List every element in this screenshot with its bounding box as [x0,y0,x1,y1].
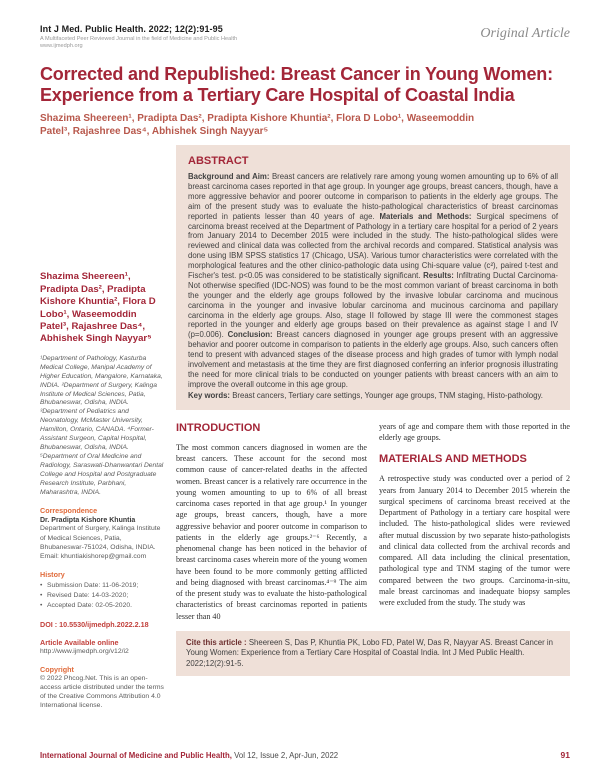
journal-reference: Int J Med. Public Health. 2022; 12(2):91… [40,24,223,34]
correspondence-email[interactable]: Email: khuntiakishorep@gmail.com [40,552,147,560]
correspondence-name: Dr. Pradipta Kishore Khuntia [40,517,136,525]
journal-website[interactable]: www.ijmedph.org [40,43,83,49]
history-item-accepted: Accepted Date: 02-05-2020. [40,601,164,611]
journal-tagline: A Multifaceted Peer Reviewed Journal in … [40,36,238,42]
abstract-conclusion-text: Breast cancers diagnosed in younger age … [188,330,559,389]
affiliation-3: ³Department of Pediatrics and Neonatolog… [40,408,143,434]
author-byline: Shazima Sheereen¹, Pradipta Das², Pradip… [40,113,475,138]
affiliation-2: ²Department of Surgery, Kalinga Institut… [40,381,157,407]
article-type-label: Original Article [480,26,570,41]
available-online-link[interactable]: http://www.ijmedph.org/v12/i2 [40,647,129,655]
abstract-label-background: Background and Aim: [188,172,272,182]
abstract-heading: ABSTRACT [188,155,249,168]
main-layout: Shazima Sheereen¹, Pradipta Das², Pradip… [40,145,570,710]
body-columns: INTRODUCTION The most common cancers dia… [176,421,570,622]
affiliation-4: ⁴Former-Assistant Surgeon, Capital Hospi… [40,426,154,451]
keywords-text: Breast cancers, Tertiary care settings, … [232,390,543,400]
methods-heading: MATERIALS AND METHODS [379,453,527,466]
abstract-label-methods: Materials and Methods: [379,211,477,221]
history-item-revised: Revised Date: 14-03-2020; [40,591,164,601]
affiliation-1: ¹Department of Pathology, Kasturba Medic… [40,354,163,389]
abstract-background-text: Breast cancers are relatively rare among… [188,172,558,221]
cite-text: Sheereen S, Das P, Khuntia PK, Lobo FD, … [186,637,553,668]
body-column-left: INTRODUCTION The most common cancers dia… [176,421,367,622]
footer-journal-line: International Journal of Medicine and Pu… [40,751,338,760]
keywords-label: Key words: [188,390,233,400]
affiliation-5: ⁵Department of Oral Medicine and Radiolo… [40,452,164,496]
abstract-results-text: Infiltrating Ductal Carcinoma-Not otherw… [188,271,559,340]
article-page: Int J Med. Public Health. 2022; 12(2):91… [0,0,600,710]
introduction-text: The most common cancers diagnosed in wom… [176,442,367,621]
cite-box: Cite this article : Sheereen S, Das P, K… [176,630,570,677]
article-title: Corrected and Republished: Breast Cancer… [40,64,553,106]
sidebar-affiliations: ¹Department of Pathology, Kasturba Medic… [40,355,164,498]
journal-info: Int J Med. Public Health. 2022; 12(2):91… [40,24,237,49]
history-item-submission: Submission Date: 11-06-2019; [40,581,164,591]
footer-issue-info: Vol 12, Issue 2, Apr-Jun, 2022 [231,751,339,760]
abstract-text: Background and Aim: Breast cancers are r… [188,172,558,390]
sidebar: Shazima Sheereen¹, Pradipta Das², Pradip… [40,145,176,710]
body-column-right: years of age and compare them with those… [379,421,570,622]
abstract-label-results: Results: [423,271,457,280]
doi-label: DOI : 10.5530/ijmedph.2022.2.18 [40,619,149,629]
introduction-text-continued: years of age and compare them with those… [379,421,570,442]
page-footer: International Journal of Medicine and Pu… [40,750,570,760]
history-heading: History [40,570,65,580]
copyright-heading: Copyright [40,664,74,674]
page-number: 91 [560,750,570,760]
article-content: ABSTRACT Background and Aim: Breast canc… [176,145,570,710]
correspondence-heading: Correspondence [40,506,98,516]
sidebar-authors: Shazima Sheereen¹, Pradipta Das², Pradip… [40,271,156,345]
abstract-methods-text: Surgical specimens of carcinoma breast r… [188,211,559,280]
introduction-heading: INTRODUCTION [176,421,261,434]
correspondence-address: Department of Surgery, Kalinga Institute… [40,525,161,551]
copyright-text: © 2022 Phcog.Net. This is an open-access… [40,674,164,710]
keywords: Key words: Breast cancers, Tertiary care… [188,391,558,401]
history-list: Submission Date: 11-06-2019; Revised Dat… [40,581,164,611]
abstract-box: ABSTRACT Background and Aim: Breast canc… [176,145,570,410]
available-online-heading: Article Available online [40,637,119,647]
footer-journal-name: International Journal of Medicine and Pu… [40,751,232,760]
cite-label: Cite this article : [186,637,249,647]
page-header: Int J Med. Public Health. 2022; 12(2):91… [40,24,570,49]
abstract-label-conclusion: Conclusion: [227,330,277,340]
methods-text: A retrospective study was conducted over… [379,474,570,608]
